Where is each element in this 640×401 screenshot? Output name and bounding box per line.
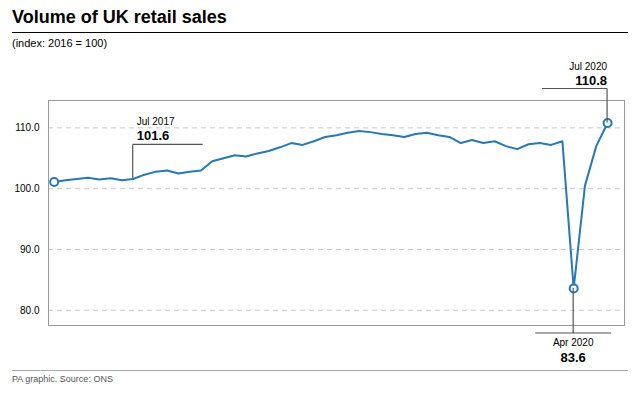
svg-text:110.0: 110.0 bbox=[15, 122, 40, 133]
svg-text:110.8: 110.8 bbox=[575, 73, 607, 88]
svg-text:101.6: 101.6 bbox=[137, 128, 170, 143]
svg-text:83.6: 83.6 bbox=[561, 350, 586, 365]
svg-text:Jul 2017: Jul 2017 bbox=[137, 116, 175, 127]
svg-text:100.0: 100.0 bbox=[14, 183, 39, 194]
svg-text:80.0: 80.0 bbox=[20, 304, 40, 315]
svg-text:90.0: 90.0 bbox=[20, 244, 40, 255]
html-text:PA graphic. Source: ONS: PA graphic. Source: ONS bbox=[12, 374, 113, 384]
svg-text:Apr 2020: Apr 2020 bbox=[553, 337, 594, 348]
svg-text:Jul 2020: Jul 2020 bbox=[569, 61, 607, 72]
html-text:Volume of UK retail sales: Volume of UK retail sales bbox=[12, 7, 227, 27]
html-text:(index: 2016 = 100): (index: 2016 = 100) bbox=[12, 37, 108, 49]
